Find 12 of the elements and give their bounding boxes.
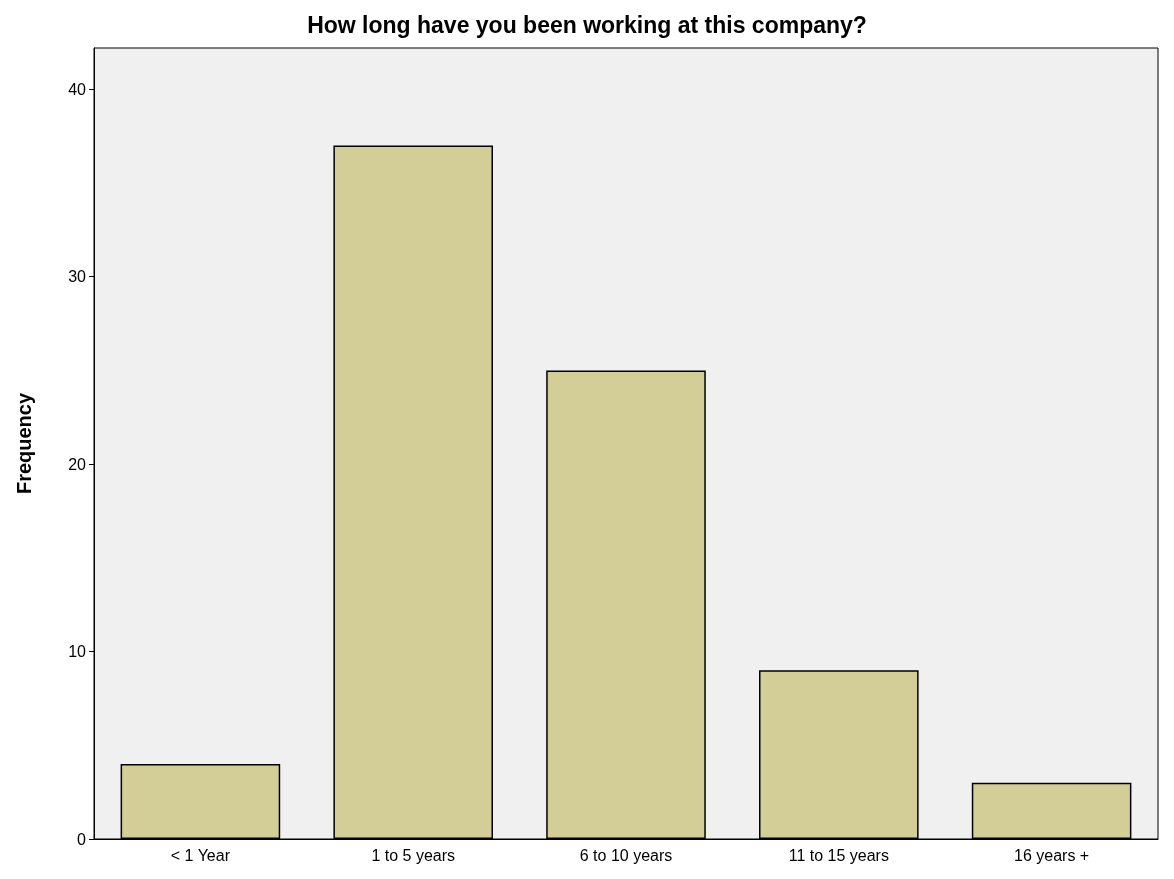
y-tick-label: 0	[77, 830, 87, 848]
x-tick-label: 6 to 10 years	[579, 846, 673, 864]
x-tick-label: 11 to 15 years	[788, 846, 889, 864]
y-tick-label: 20	[68, 455, 87, 473]
x-tick-label: 1 to 5 years	[371, 846, 455, 864]
y-axis-title: Frequency	[13, 392, 35, 495]
x-tick-label: 16 years +	[1014, 846, 1090, 864]
x-tick-label: < 1 Year	[170, 846, 231, 864]
y-tick-label: 10	[68, 643, 87, 661]
y-tick-label: 40	[68, 80, 87, 98]
y-tick-label: 30	[68, 268, 87, 286]
chart-title: How long have you been working at this company?	[307, 11, 867, 38]
